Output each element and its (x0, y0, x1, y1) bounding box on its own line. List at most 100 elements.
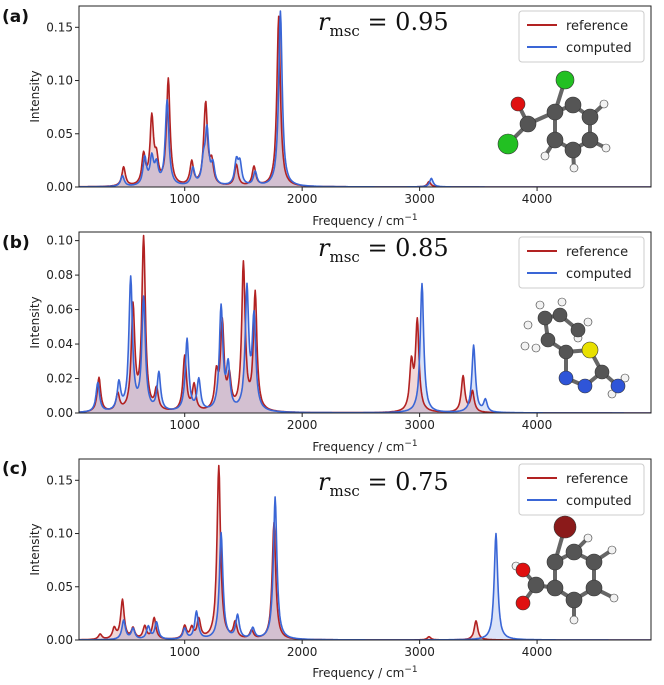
hydrogen-atom (535, 300, 545, 310)
hydrogen-atom (601, 143, 611, 153)
chlorine-atom (555, 70, 575, 90)
x-axis-label-exponent: −1 (404, 665, 417, 675)
nitrogen-atom (558, 370, 574, 386)
y-tick-label: 0.08 (46, 268, 73, 282)
x-tick-label: 1000 (169, 418, 200, 432)
oxygen-atom (515, 595, 531, 611)
x-tick-label: 3000 (404, 645, 435, 659)
x-tick-label: 4000 (522, 192, 553, 206)
legend: reference computed (518, 236, 645, 289)
x-tick-label: 2000 (287, 418, 318, 432)
rmsc-subscript: msc (329, 248, 359, 266)
y-tick-label: 0.00 (46, 633, 73, 647)
spectrum-panel: 1000 2000 3000 4000 0.00 0.02 0.04 0.06 0.08 0.10… (2, 231, 652, 454)
carbon-atom (546, 553, 564, 571)
carbon-atom (540, 332, 556, 348)
y-axis-label: Intensity (28, 296, 42, 348)
hydrogen-atom (599, 99, 609, 109)
hydrogen-atom (531, 343, 541, 353)
y-tick-label: 0.05 (46, 127, 73, 141)
x-tick-label: 1000 (169, 192, 200, 206)
legend-box (518, 236, 645, 289)
carbon-atom (537, 310, 553, 326)
y-tick-label: 0.10 (46, 527, 73, 541)
rmsc-value: = 0.75 (360, 468, 449, 496)
hydrogen-atom (609, 593, 619, 603)
x-tick-label: 2000 (287, 645, 318, 659)
hydrogen-atom (557, 297, 567, 307)
rmsc-annotation: rmsc = 0.95 (318, 8, 449, 40)
sulfur-atom (581, 341, 599, 359)
y-tick-label: 0.02 (46, 372, 73, 386)
x-axis-label: Frequency / cm−1 (312, 213, 417, 228)
x-axis-label-exponent: −1 (404, 213, 417, 223)
oxygen-atom (515, 562, 531, 578)
carbon-atom (585, 579, 603, 597)
rmsc-symbol: r (318, 8, 331, 36)
computed-series-line (79, 275, 651, 413)
carbon-atom (546, 579, 564, 597)
computed-legend-label: computed (566, 41, 632, 56)
panel-label: (c) (2, 459, 28, 479)
molecule-b (520, 297, 630, 399)
spectrum-panel: 1000 2000 3000 4000 0.00 0.05 0.10 0.15 Frequenc… (2, 5, 652, 228)
x-axis-label-exponent: −1 (404, 439, 417, 449)
oxygen-atom (510, 96, 526, 112)
carbon-atom (594, 364, 610, 380)
reference-legend-label: reference (566, 19, 628, 34)
x-tick-label: 2000 (287, 192, 318, 206)
legend-box (518, 10, 645, 63)
spectrum-panel: 1000 2000 3000 4000 0.00 0.05 0.10 0.15 Frequenc… (2, 458, 652, 680)
carbon-atom (558, 344, 574, 360)
y-tick-label: 0.00 (46, 406, 73, 420)
rmsc-subscript: msc (329, 22, 359, 40)
panel-label: (b) (2, 233, 30, 253)
y-tick-label: 0.10 (46, 234, 73, 248)
hydrogen-atom (569, 615, 579, 625)
carbon-atom (564, 96, 582, 114)
legend: reference computed (518, 463, 645, 516)
x-axis-label-text: Frequency / cm (312, 666, 404, 680)
legend-box (518, 463, 645, 516)
carbon-atom (546, 103, 564, 121)
carbon-atom (552, 307, 568, 323)
carbon-atom (546, 131, 564, 149)
rmsc-symbol: r (318, 468, 331, 496)
axes-frame (78, 5, 652, 188)
hydrogen-atom (520, 341, 530, 351)
y-tick-label: 0.15 (46, 473, 73, 487)
panel-label: (a) (2, 7, 29, 27)
y-tick-label: 0.05 (46, 580, 73, 594)
axes-frame (78, 231, 652, 414)
rmsc-subscript: msc (329, 482, 359, 500)
carbon-atom (570, 322, 586, 338)
y-tick-label: 0.06 (46, 303, 73, 317)
carbon-atom (565, 591, 583, 609)
x-tick-label: 3000 (404, 192, 435, 206)
hydrogen-atom (583, 317, 593, 327)
legend: reference computed (518, 10, 645, 63)
rmsc-value: = 0.95 (360, 8, 449, 36)
bromine-atom (553, 515, 577, 539)
molecule-c (511, 515, 619, 625)
y-axis-label: Intensity (28, 523, 42, 575)
x-axis-label-text: Frequency / cm (312, 440, 404, 454)
carbon-atom (581, 108, 599, 126)
y-tick-label: 0.15 (46, 20, 73, 34)
hydrogen-atom (540, 151, 550, 161)
hydrogen-atom (607, 545, 617, 555)
hydrogen-atom (583, 533, 593, 543)
x-tick-label: 4000 (522, 645, 553, 659)
molecule-a (497, 70, 611, 173)
carbon-atom (564, 141, 582, 159)
computed-fill (79, 275, 651, 413)
reference-fill (79, 235, 651, 413)
carbon-atom (527, 576, 545, 594)
chlorine-atom (497, 133, 519, 155)
hydrogen-atom (620, 373, 630, 383)
computed-fill (79, 496, 651, 640)
hydrogen-atom (569, 163, 579, 173)
x-tick-label: 3000 (404, 418, 435, 432)
y-tick-label: 0.10 (46, 74, 73, 88)
carbon-atom (585, 553, 603, 571)
